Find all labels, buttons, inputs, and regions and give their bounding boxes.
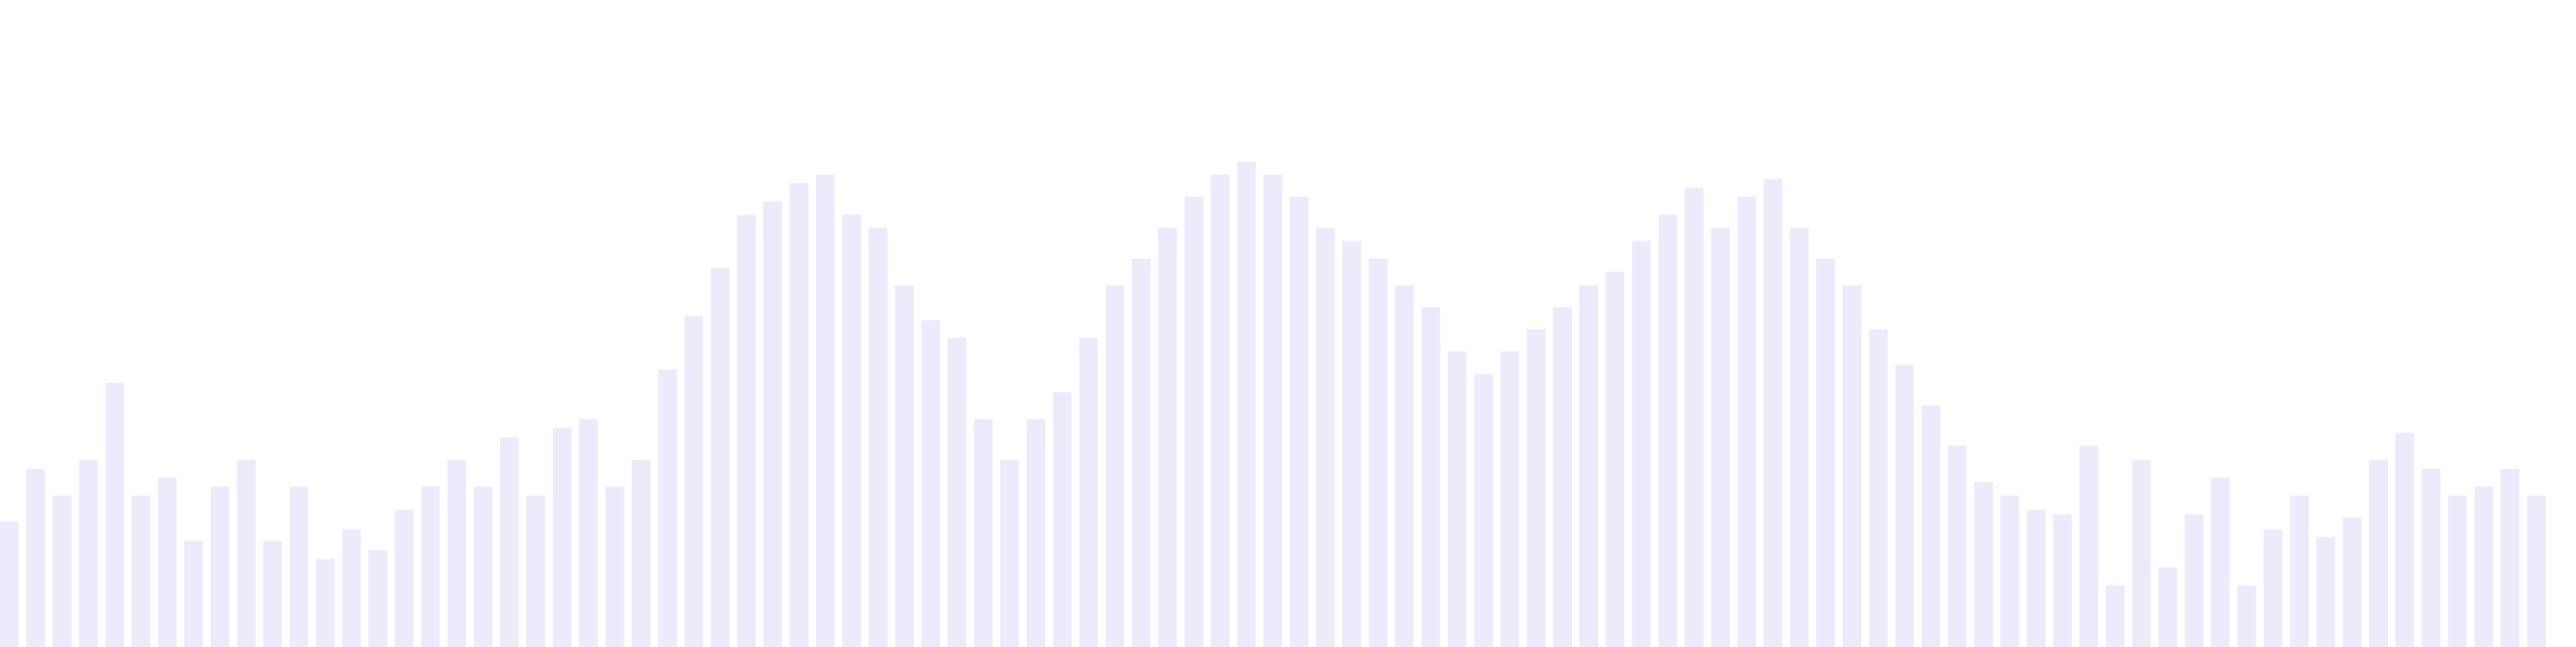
bar-24 xyxy=(631,460,651,647)
bar-28 xyxy=(737,215,756,647)
bar-89 xyxy=(2343,518,2362,647)
bar-18 xyxy=(474,486,493,647)
bar-91 xyxy=(2395,432,2414,647)
bar-33 xyxy=(868,227,888,647)
bar-15 xyxy=(394,509,414,647)
bar-5 xyxy=(131,495,151,647)
bar-1 xyxy=(26,469,45,647)
bar-13 xyxy=(342,529,361,647)
bar-20 xyxy=(526,495,545,647)
bar-80 xyxy=(2106,585,2125,647)
bar-85 xyxy=(2237,585,2257,647)
bar-44 xyxy=(1158,227,1177,647)
bar-31 xyxy=(815,175,835,647)
bar-79 xyxy=(2079,445,2099,647)
bar-63 xyxy=(1658,215,1677,647)
bar-66 xyxy=(1737,197,1757,647)
bar-52 xyxy=(1368,259,1388,647)
bar-60 xyxy=(1579,285,1598,647)
bar-74 xyxy=(1947,445,1967,647)
bar-68 xyxy=(1790,227,1809,647)
bar-70 xyxy=(1843,285,1861,647)
bar-92 xyxy=(2421,469,2441,647)
bar-22 xyxy=(578,419,598,647)
bar-3 xyxy=(78,460,98,647)
bar-10 xyxy=(263,541,282,647)
bar-2 xyxy=(52,495,72,647)
bar-11 xyxy=(289,486,308,647)
bar-27 xyxy=(710,267,730,647)
bar-59 xyxy=(1553,307,1573,647)
bar-77 xyxy=(2027,509,2046,647)
bar-51 xyxy=(1342,240,1361,647)
bar-50 xyxy=(1316,227,1335,647)
bars-group xyxy=(0,162,2546,647)
bar-56 xyxy=(1474,374,1493,647)
bar-19 xyxy=(500,437,520,647)
bar-83 xyxy=(2184,514,2204,647)
bar-41 xyxy=(1078,337,1098,647)
bar-34 xyxy=(894,285,914,647)
bar-87 xyxy=(2290,495,2309,647)
bar-95 xyxy=(2500,469,2520,647)
bar-14 xyxy=(368,550,388,647)
bar-0 xyxy=(0,521,19,647)
bar-39 xyxy=(1026,419,1046,647)
bar-23 xyxy=(605,486,624,647)
bar-88 xyxy=(2316,536,2336,647)
bar-30 xyxy=(790,183,808,647)
bar-37 xyxy=(974,419,993,647)
bar-82 xyxy=(2158,567,2177,647)
bar-54 xyxy=(1421,307,1440,647)
bar-21 xyxy=(552,428,572,647)
bar-43 xyxy=(1131,259,1151,647)
bar-45 xyxy=(1184,197,1204,647)
bar-67 xyxy=(1763,179,1783,647)
bar-40 xyxy=(1053,392,1072,647)
bar-49 xyxy=(1290,197,1309,647)
bar-93 xyxy=(2447,495,2467,647)
bar-26 xyxy=(684,316,704,647)
bar-65 xyxy=(1711,227,1730,647)
bar-64 xyxy=(1684,187,1704,647)
bar-29 xyxy=(763,201,783,647)
bar-86 xyxy=(2263,529,2283,647)
bar-81 xyxy=(2131,460,2151,647)
bar-62 xyxy=(1631,240,1651,647)
bar-76 xyxy=(2000,495,2020,647)
bar-4 xyxy=(105,382,124,647)
bar-47 xyxy=(1237,162,1256,647)
bar-61 xyxy=(1605,272,1624,647)
bar-78 xyxy=(2053,514,2073,647)
bar-71 xyxy=(1868,329,1888,647)
bar-55 xyxy=(1447,351,1467,647)
bar-72 xyxy=(1895,364,1914,647)
bar-36 xyxy=(947,337,967,647)
bar-57 xyxy=(1500,351,1520,647)
bar-35 xyxy=(921,320,940,647)
bar-17 xyxy=(447,460,467,647)
bar-90 xyxy=(2369,460,2388,647)
bar-42 xyxy=(1105,285,1124,647)
bar-8 xyxy=(210,486,230,647)
bar-6 xyxy=(158,477,177,647)
bar-12 xyxy=(315,558,335,647)
bar-84 xyxy=(2211,477,2230,647)
bar-75 xyxy=(1974,482,1993,647)
bar-53 xyxy=(1394,285,1414,647)
bar-9 xyxy=(237,460,256,647)
bar-48 xyxy=(1263,175,1283,647)
bar-38 xyxy=(1000,460,1020,647)
bar-7 xyxy=(184,541,204,647)
bar-25 xyxy=(658,369,677,647)
bar-69 xyxy=(1816,259,1836,647)
bar-32 xyxy=(842,215,861,647)
bar-94 xyxy=(2474,486,2493,647)
bar-73 xyxy=(1921,405,1941,647)
bar-96 xyxy=(2527,495,2546,647)
bar-46 xyxy=(1210,175,1230,647)
bar-16 xyxy=(421,486,440,647)
bar-58 xyxy=(1527,329,1546,647)
